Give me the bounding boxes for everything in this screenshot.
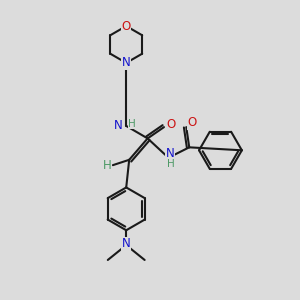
Text: O: O	[122, 20, 131, 33]
Text: N: N	[122, 56, 130, 69]
Text: O: O	[166, 118, 175, 131]
Text: O: O	[188, 116, 197, 129]
Text: H: H	[128, 118, 136, 128]
Text: H: H	[103, 159, 111, 172]
Text: H: H	[167, 159, 175, 169]
Text: N: N	[113, 119, 122, 132]
Text: N: N	[122, 237, 130, 250]
Text: N: N	[166, 147, 174, 160]
